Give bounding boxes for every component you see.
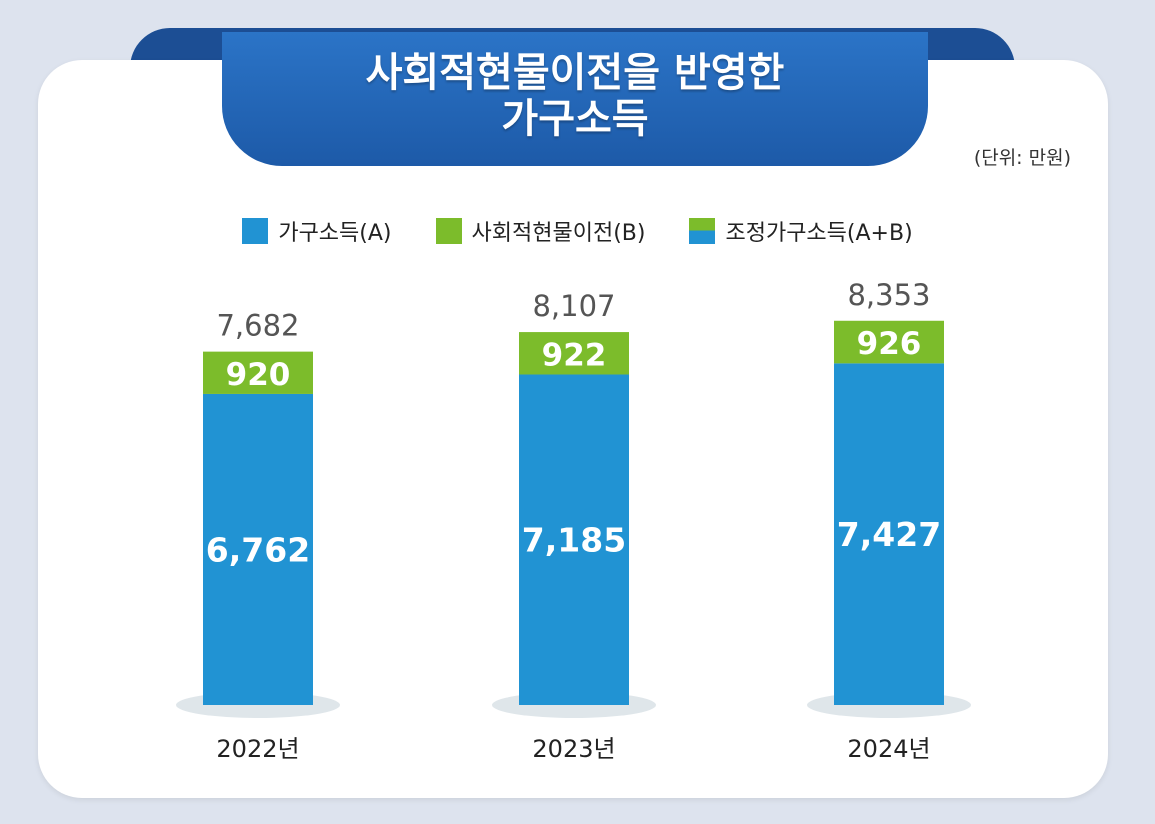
label-transfer-2: 922 — [542, 337, 607, 373]
legend-label-adjusted: 조정가구소득(A+B) — [725, 221, 913, 246]
label-income-1: 6,762 — [206, 530, 310, 569]
chart-title-line1: 사회적현물이전을 반영한 — [365, 50, 785, 96]
chart-title-line2: 가구소득 — [501, 96, 649, 142]
label-income-2: 7,185 — [522, 521, 626, 560]
bar-transfer-2022년 — [203, 351, 313, 394]
label-total-1: 7,682 — [216, 309, 299, 343]
x-tick-label-2: 2023년 — [532, 735, 615, 763]
legend-item-adjusted: 조정가구소득(A+B) — [689, 215, 913, 247]
legend-item-income: 가구소득(A) — [242, 215, 392, 247]
label-total-2: 8,107 — [532, 289, 615, 323]
x-tick-label-3: 2024년 — [847, 735, 930, 763]
label-income-3: 7,427 — [837, 515, 941, 554]
bar-transfer-2023년 — [519, 332, 629, 375]
label-total-3: 8,353 — [847, 278, 930, 312]
label-transfer-3: 926 — [857, 326, 922, 362]
bar-transfer-2024년 — [834, 320, 944, 364]
legend-swatch-transfer — [435, 218, 462, 244]
legend-label-income: 가구소득(A) — [278, 221, 392, 246]
legend-label-transfer: 사회적현물이전(B) — [471, 221, 646, 246]
legend-swatch-adjusted — [689, 218, 716, 244]
unit-label: (단위: 만원) — [973, 147, 1071, 169]
title-banner: 사회적현물이전을 반영한 가구소득 — [222, 32, 928, 166]
label-transfer-1: 920 — [226, 357, 291, 393]
bar-income-2022년 — [203, 393, 313, 705]
legend-item-transfer: 사회적현물이전(B) — [435, 215, 646, 247]
legend-swatch-income — [242, 218, 269, 244]
x-tick-label-1: 2022년 — [216, 735, 299, 763]
bar-income-2023년 — [519, 374, 629, 705]
legend: 가구소득(A) 사회적현물이전(B) 조정가구소득(A+B) — [0, 214, 1155, 248]
bar-income-2024년 — [834, 363, 944, 705]
